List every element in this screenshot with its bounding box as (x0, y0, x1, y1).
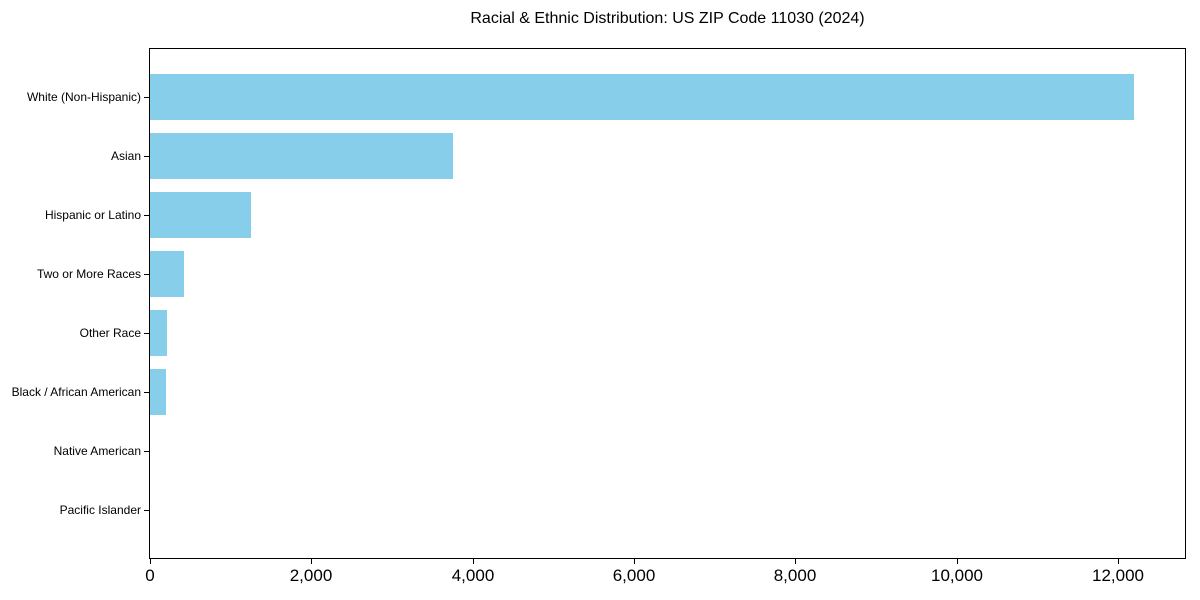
x-tick (473, 559, 474, 564)
y-axis-label: White (Non-Hispanic) (26, 90, 141, 104)
y-axis-label: Asian (110, 149, 141, 163)
x-tick (150, 559, 151, 564)
y-tick (144, 215, 149, 216)
bar (150, 133, 453, 179)
y-tick (144, 156, 149, 157)
x-tick (311, 559, 312, 564)
x-tick-label: 8,000 (773, 566, 817, 585)
y-tick (144, 451, 149, 452)
x-tick (634, 559, 635, 564)
y-tick (144, 97, 149, 98)
bar (150, 251, 184, 297)
y-axis-label: Black / African American (11, 385, 141, 399)
x-tick (957, 559, 958, 564)
bar (150, 310, 167, 356)
x-tick (795, 559, 796, 564)
y-tick (144, 510, 149, 511)
y-axis-label: Two or More Races (36, 267, 141, 281)
y-axis-label: Pacific Islander (59, 503, 141, 517)
x-tick-label: 2,000 (289, 566, 333, 585)
y-tick (144, 392, 149, 393)
bar (150, 74, 1134, 120)
x-tick-label: 6,000 (612, 566, 656, 585)
y-tick (144, 333, 149, 334)
x-tick-label: 10,000 (931, 566, 983, 585)
y-axis-label: Native American (53, 444, 141, 458)
chart-title: Racial & Ethnic Distribution: US ZIP Cod… (470, 10, 865, 27)
x-tick (1118, 559, 1119, 564)
y-axis-label: Hispanic or Latino (44, 208, 141, 222)
plot-area (149, 48, 1186, 559)
x-tick-label: 4,000 (451, 566, 495, 585)
bar (150, 369, 166, 415)
y-axis-label: Other Race (79, 326, 141, 340)
bar (150, 192, 251, 238)
x-tick-label: 12,000 (1092, 566, 1144, 585)
x-tick-label: 0 (145, 566, 155, 585)
y-tick (144, 274, 149, 275)
